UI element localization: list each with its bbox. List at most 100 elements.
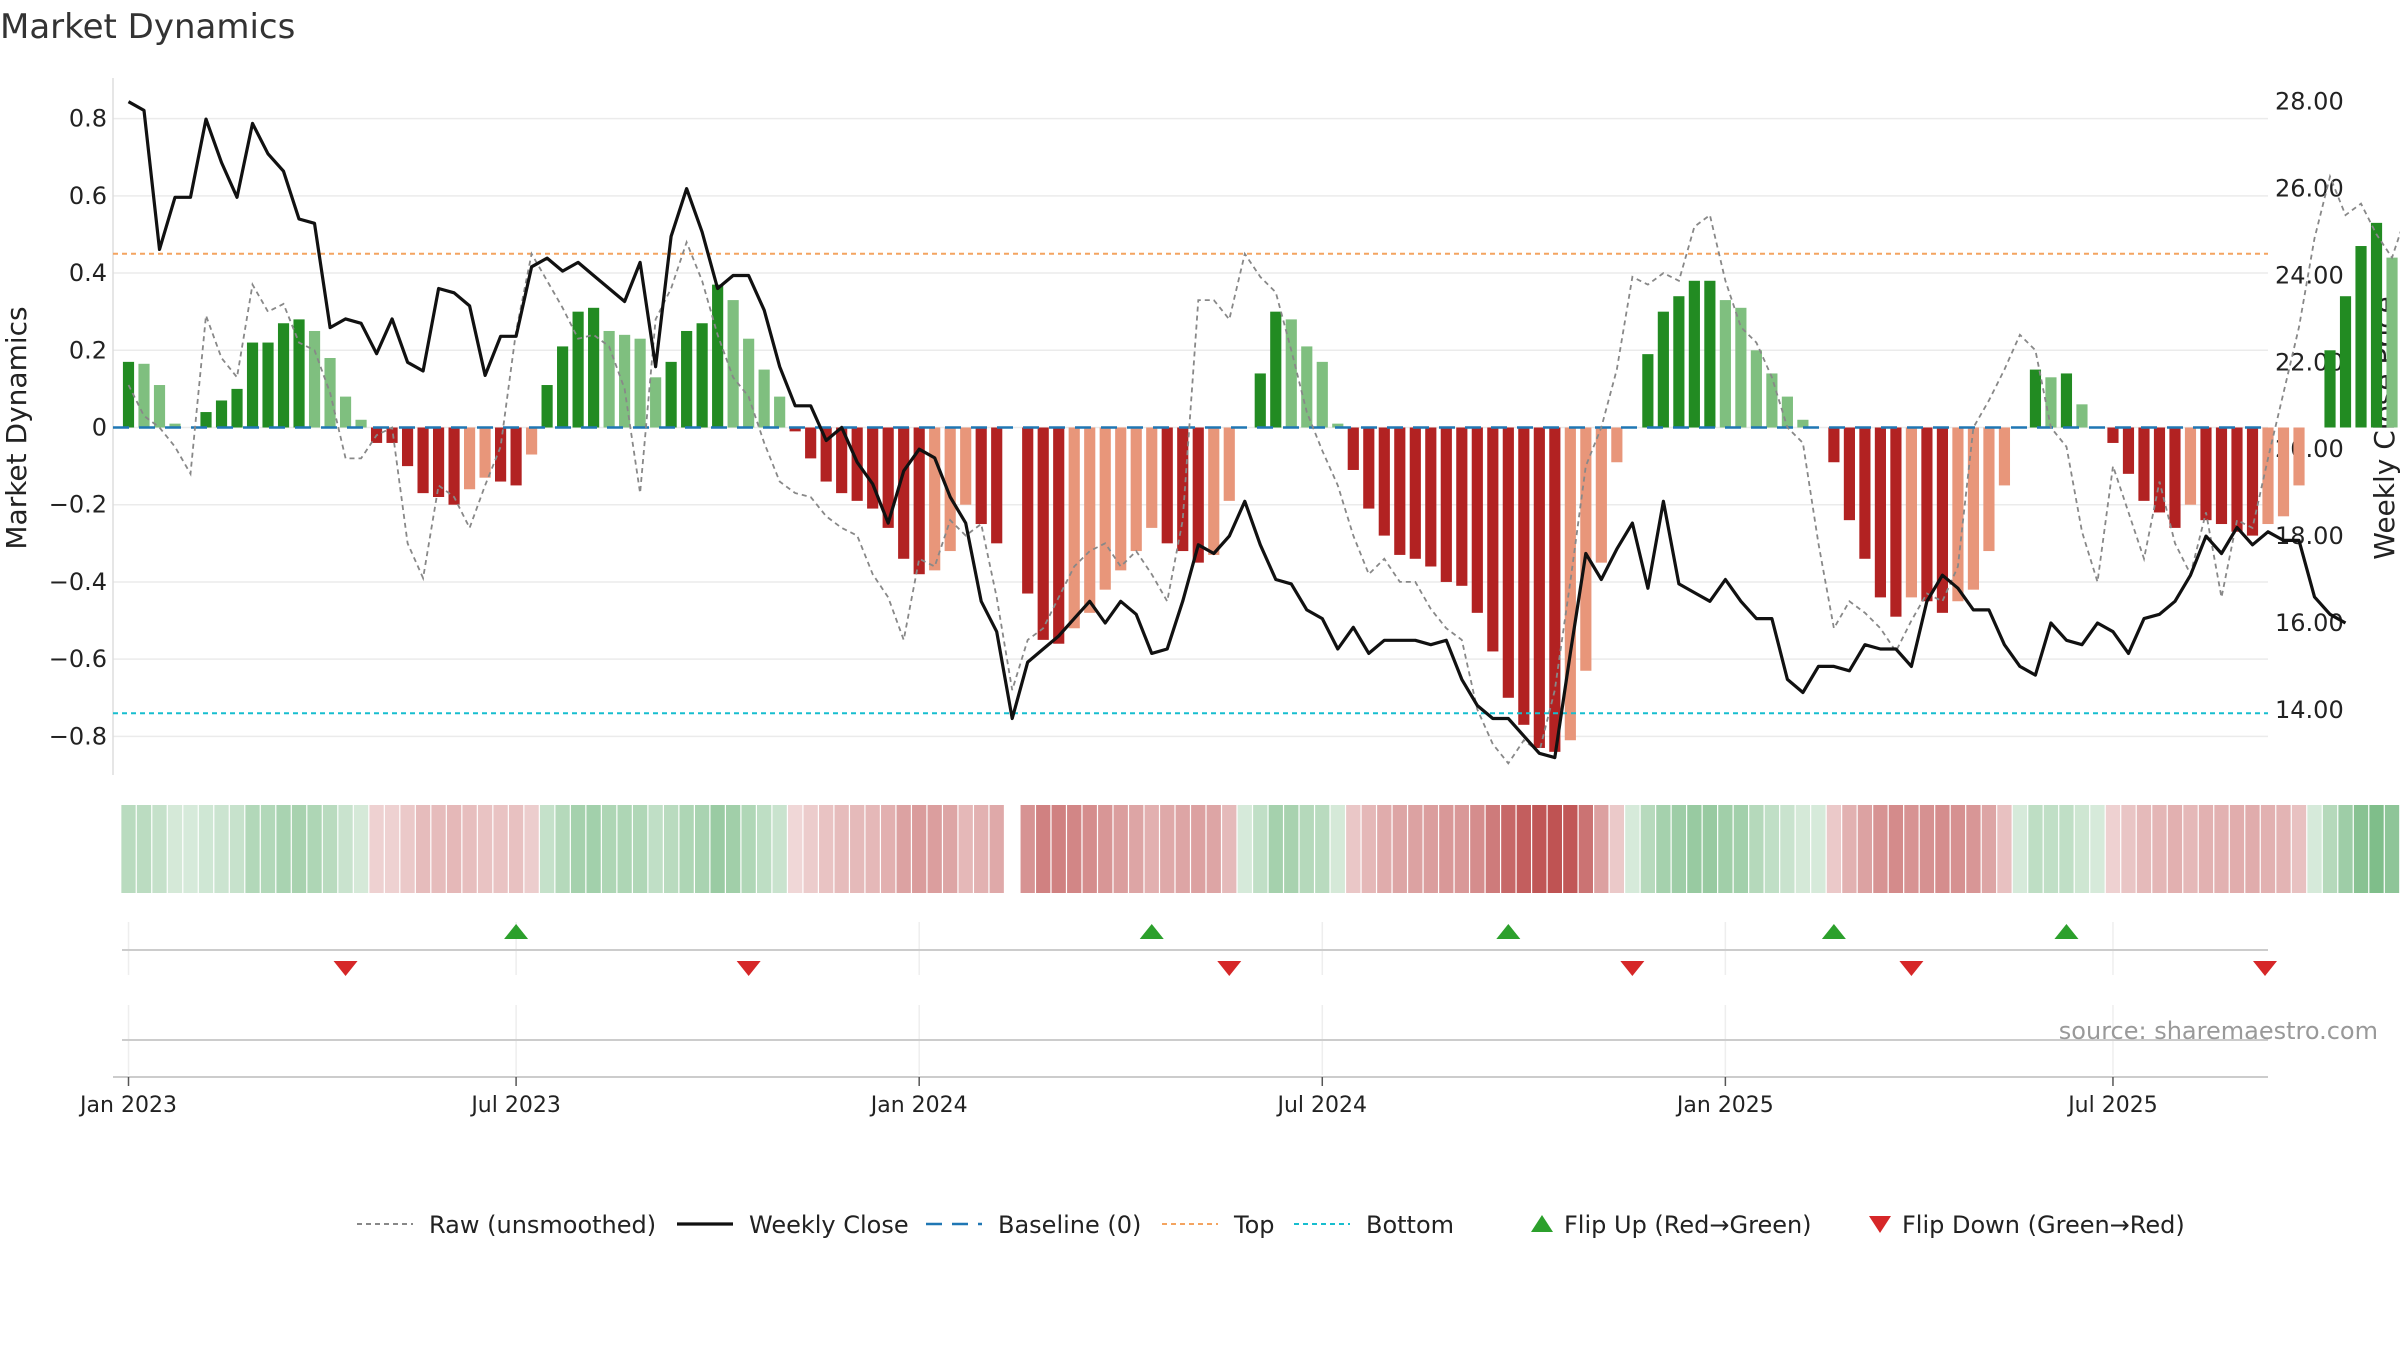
momentum-bar xyxy=(1223,427,1235,501)
momentum-bar xyxy=(1115,427,1127,571)
y-tick-label: 0.4 xyxy=(69,259,107,287)
momentum-bar xyxy=(2293,427,2305,486)
heat-cell xyxy=(1919,805,1935,893)
momentum-bar xyxy=(1611,427,1623,463)
heat-cell xyxy=(1640,805,1656,893)
heat-cell xyxy=(725,805,741,893)
heat-cell xyxy=(2198,805,2214,893)
heat-cell xyxy=(136,805,152,893)
chart-title: Market Dynamics xyxy=(0,7,295,47)
x-axis-ticks: Jan 2023 Jul 2023 Jan 2024 Jul 2024 Jan 2025… xyxy=(78,1077,2158,1118)
momentum-bar xyxy=(805,427,817,459)
heat-cell xyxy=(2167,805,2183,893)
heat-cell xyxy=(276,805,291,893)
heat-cell xyxy=(1532,805,1547,893)
heat-cell xyxy=(881,805,896,893)
heat-cell xyxy=(1082,805,1097,893)
heat-cell xyxy=(834,805,849,893)
heat-cell xyxy=(508,805,524,893)
flip-markers-panel xyxy=(113,922,2277,1078)
y-tick-label: −0.4 xyxy=(49,568,107,596)
momentum-bar xyxy=(2029,369,2042,428)
legend-item-close: Weekly Close xyxy=(677,1211,909,1239)
heat-cell xyxy=(1129,805,1144,893)
momentum-bar xyxy=(1921,427,1933,602)
heat-cell xyxy=(2152,805,2167,893)
heat-cell xyxy=(1315,805,1330,893)
momentum-bar xyxy=(572,311,584,428)
heat-cell xyxy=(2214,805,2229,893)
x-tick-label: Jan 2023 xyxy=(78,1093,177,1118)
heat-cell xyxy=(1702,805,1718,893)
momentum-bar xyxy=(1890,427,1902,617)
heat-cell xyxy=(1113,805,1128,893)
momentum-bar xyxy=(1502,427,1514,698)
heat-cell xyxy=(2245,805,2260,893)
momentum-bar xyxy=(1673,296,1685,428)
heat-cell xyxy=(2012,805,2028,893)
momentum-bar xyxy=(464,427,476,490)
momentum-bar xyxy=(401,427,414,467)
momentum-bar xyxy=(882,427,894,528)
heat-cell xyxy=(121,805,136,893)
heat-cell xyxy=(245,805,260,893)
legend-item-top: Top xyxy=(1162,1211,1275,1239)
momentum-bar xyxy=(2324,350,2336,428)
momentum-bar xyxy=(122,361,135,428)
momentum-bar xyxy=(2138,427,2150,501)
heat-cell xyxy=(2338,805,2353,893)
momentum-bar xyxy=(2045,377,2057,428)
source-note: source: sharemaestro.com xyxy=(2059,1017,2378,1045)
momentum-bar xyxy=(1177,427,1189,552)
heat-cell xyxy=(1098,805,1113,893)
y-axis-ticks: 0.8 0.6 0.4 0.2 0 −0.2 −0.4 −0.6 −0.8 xyxy=(49,105,107,751)
y2-tick-label: 14.00 xyxy=(2275,696,2344,724)
momentum-bar xyxy=(246,342,259,428)
momentum-bar xyxy=(448,427,460,505)
momentum-bar xyxy=(2370,222,2383,428)
legend: Raw (unsmoothed) Weekly Close Baseline (0)… xyxy=(357,1211,2185,1239)
momentum-bar xyxy=(1084,427,1096,613)
heat-cell xyxy=(338,805,353,893)
momentum-bar xyxy=(758,369,770,428)
flip-up-marker xyxy=(1139,924,1164,939)
heat-cell xyxy=(1795,805,1811,893)
heat-cell xyxy=(586,805,601,893)
legend-item-up: Flip Up (Red→Green) xyxy=(1531,1211,1812,1239)
y-tick-label: 0 xyxy=(92,414,107,442)
heat-cell xyxy=(524,805,539,893)
heat-cell xyxy=(1671,805,1687,893)
heat-cell xyxy=(1842,805,1857,893)
heat-cell xyxy=(1780,805,1795,893)
momentum-bar xyxy=(2060,373,2073,428)
flip-down-marker xyxy=(1899,961,1924,976)
heat-cell xyxy=(2136,805,2152,893)
heat-cell xyxy=(1160,805,1175,893)
momentum-bar xyxy=(1363,427,1375,509)
momentum-bar xyxy=(619,334,631,428)
x-tick-label: Jul 2024 xyxy=(1276,1093,1368,1118)
momentum-bar xyxy=(355,419,367,428)
heat-cell xyxy=(167,805,183,893)
momentum-bar xyxy=(975,427,987,525)
momentum-bar xyxy=(913,427,925,575)
momentum-bar xyxy=(1518,427,1530,725)
heat-cell xyxy=(1392,805,1407,893)
heat-cell xyxy=(307,805,322,893)
heat-cell xyxy=(1516,805,1531,893)
heat-cell xyxy=(1873,805,1888,893)
heat-cell xyxy=(570,805,586,893)
momentum-bar xyxy=(510,427,522,486)
weekly-close-line xyxy=(127,100,2347,760)
momentum-bar xyxy=(1642,354,1654,428)
momentum-bar xyxy=(2107,427,2119,443)
heat-cell xyxy=(477,805,493,893)
momentum-bar xyxy=(603,330,615,428)
heat-cell xyxy=(198,805,214,893)
momentum-bar xyxy=(1409,427,1421,559)
heat-cell xyxy=(2260,805,2276,893)
heat-cell xyxy=(865,805,880,893)
momentum-bar xyxy=(526,427,538,455)
